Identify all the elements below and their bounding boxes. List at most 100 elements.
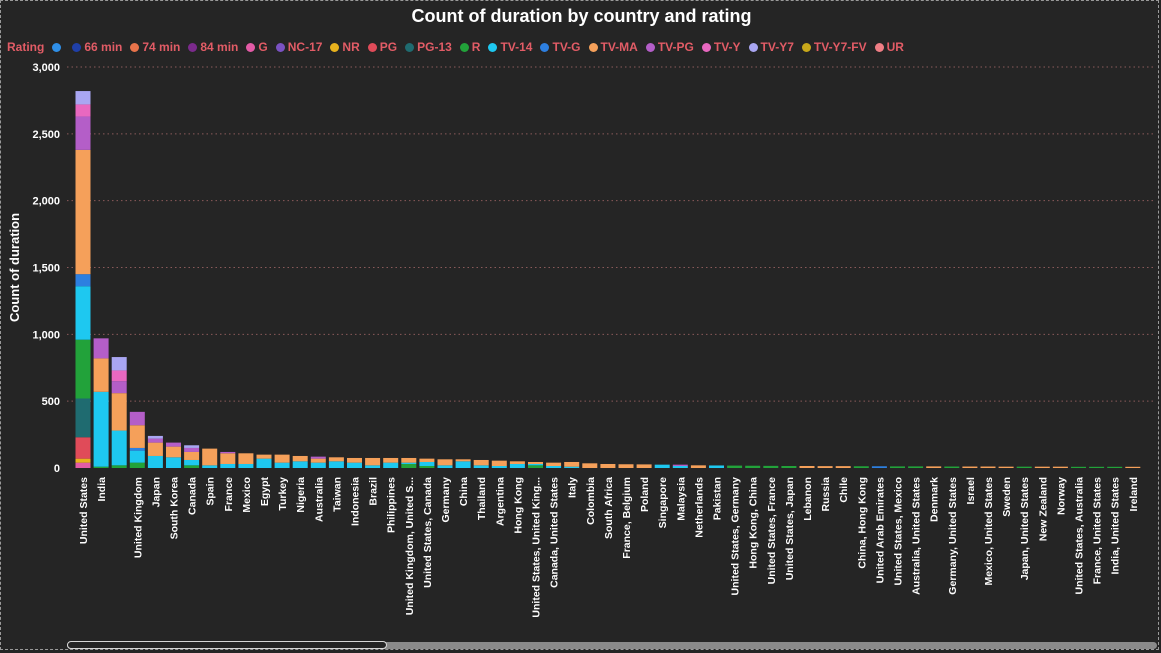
legend-item[interactable]: TV-14 (488, 40, 532, 54)
x-tick-label: Chile (838, 477, 850, 503)
x-tick-label: India, United States (1110, 477, 1122, 575)
bar-segment (528, 461, 543, 464)
bar-segment (292, 455, 308, 462)
bar-segment (111, 357, 127, 371)
legend-label: NC-17 (287, 40, 323, 54)
legend-label: G (258, 40, 268, 54)
legend-item[interactable] (52, 42, 64, 52)
legend-item[interactable]: G (246, 40, 268, 54)
bar-segment (853, 466, 869, 468)
bar-segment (93, 391, 109, 467)
bar-segment (274, 462, 290, 468)
y-tick-label: 500 (42, 396, 60, 408)
legend-item[interactable]: TV-Y7 (748, 40, 794, 54)
legend-label: 84 min (200, 40, 239, 54)
y-tick-label: 2,500 (32, 129, 60, 141)
x-tick-label: Australia (313, 477, 325, 522)
legend-item[interactable]: 66 min (72, 40, 122, 54)
bar-segment (509, 463, 525, 468)
legend-item[interactable]: PG (367, 40, 397, 54)
bar-segment (202, 465, 218, 468)
legend-swatch (330, 42, 340, 52)
x-tick-label: United States, United King... (531, 477, 543, 618)
y-tick-label: 1,000 (32, 329, 60, 341)
x-tick-label: Colombia (585, 477, 597, 525)
x-tick-label: Hong Kong, China (748, 477, 760, 569)
legend-item[interactable]: TV-Y (701, 40, 741, 54)
legend-swatch (52, 42, 62, 52)
y-axis-title: Count of duration (7, 213, 22, 322)
legend-item[interactable]: 74 min (130, 40, 180, 54)
bar-segment (401, 462, 417, 464)
x-tick-label: South Korea (169, 477, 181, 540)
bar-segment (509, 461, 525, 464)
legend-item[interactable]: UR (874, 40, 904, 54)
bar-segment (980, 466, 996, 468)
legend-label: NR (342, 40, 360, 54)
legend-item[interactable]: TV-G (540, 40, 581, 54)
bar-segment (75, 149, 91, 275)
bar-segment (129, 425, 145, 448)
y-tick-label: 0 (54, 463, 60, 475)
bar-segment (75, 458, 91, 463)
legend-swatch (540, 42, 550, 52)
legend-label: UR (886, 40, 904, 54)
legend-label: TV-14 (500, 40, 533, 54)
bar-segment (528, 463, 543, 466)
horizontal-scrollbar[interactable] (67, 641, 1157, 649)
bar-segment (419, 461, 435, 466)
legend-item[interactable]: TV-Y7-FV (801, 40, 867, 54)
y-tick-label: 3,000 (32, 62, 60, 74)
bar-segment (1107, 466, 1123, 468)
bar-segment (455, 459, 471, 462)
bar-segment (328, 461, 344, 468)
bar-segment (401, 463, 417, 468)
bar-segment (347, 462, 362, 468)
legend-swatch (801, 42, 811, 52)
legend-label: 74 min (142, 40, 181, 54)
legend-item[interactable]: R (459, 40, 481, 54)
legend-item[interactable]: NR (330, 40, 360, 54)
bar-segment (93, 358, 109, 392)
bar-segment (310, 456, 326, 459)
bar-segment (455, 461, 471, 468)
x-tick-label: Mexico (241, 477, 253, 513)
legend-swatch (188, 42, 198, 52)
bar-segment (147, 442, 163, 456)
x-tick-label: Hong Kong (512, 477, 524, 534)
bar-segment (1089, 466, 1105, 468)
x-tick-label: Netherlands (693, 477, 705, 538)
legend-item[interactable]: TV-MA (588, 40, 638, 54)
bar-segment (75, 398, 91, 438)
x-tick-label: Taiwan (331, 477, 343, 512)
legend-swatch (367, 42, 377, 52)
legend-item[interactable]: 84 min (188, 40, 238, 54)
bar-segment (890, 466, 905, 468)
x-tick-label: United States, Canada (422, 477, 434, 588)
legend-label: TV-PG (657, 40, 694, 54)
x-tick-label: Lebanon (802, 477, 814, 521)
legend-swatch (459, 42, 469, 52)
bar-segment (166, 442, 181, 447)
bar-segment (274, 454, 290, 463)
bar-segment (365, 465, 381, 468)
bar-segment (75, 286, 91, 340)
x-tick-label: Spain (205, 477, 217, 506)
bar-segment (944, 466, 960, 468)
x-tick-label: France, United States (1092, 477, 1104, 585)
legend-label: R (471, 40, 481, 54)
bar-segment (111, 381, 127, 394)
bar-segment (962, 466, 978, 468)
legend-item[interactable]: NC-17 (275, 40, 323, 54)
scrollbar-thumb[interactable] (67, 641, 387, 649)
bar-segment (129, 447, 145, 451)
bar-segment (111, 370, 127, 382)
y-tick-label: 2,000 (32, 196, 60, 208)
legend-item[interactable]: TV-PG (645, 40, 694, 54)
x-tick-label: United States (78, 477, 90, 544)
bar-segment (166, 457, 181, 468)
bar-segment (292, 461, 308, 468)
bar-segment (365, 457, 381, 466)
legend-item[interactable]: PG-13 (405, 40, 452, 54)
